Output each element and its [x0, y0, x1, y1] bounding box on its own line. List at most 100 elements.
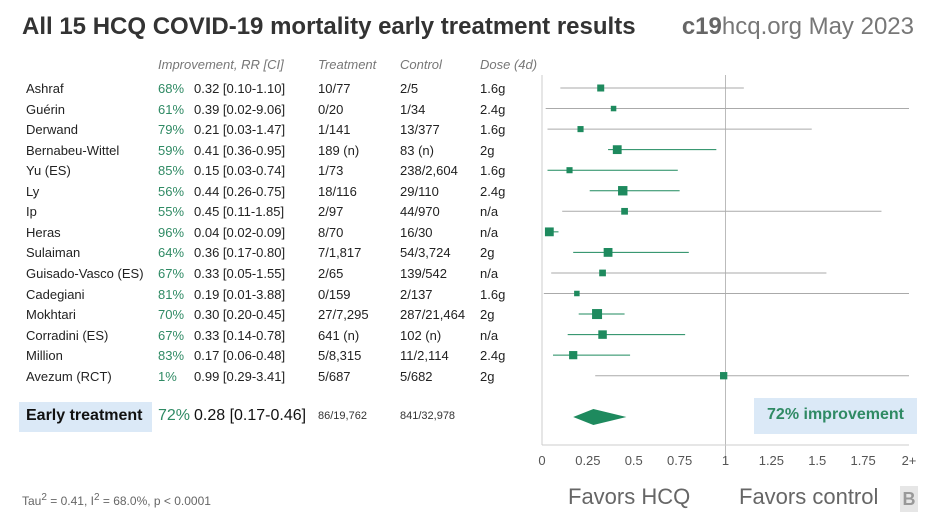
study-dose: n/a [480, 327, 499, 343]
favors-hcq-label: Favors HCQ [568, 484, 691, 509]
tick-label: 0 [538, 453, 545, 468]
logo-icon: B [900, 486, 918, 512]
column-header-dose: Dose (4d) [480, 57, 538, 72]
improvement-badge: 72% improvement [767, 406, 904, 423]
study-rr-ci: 0.19 [0.01-3.88] [194, 286, 286, 302]
study-improvement: 55% [158, 204, 185, 220]
tick-label: 1.5 [808, 453, 826, 468]
summary-improvement: 72% [158, 407, 191, 424]
study-dose: 2.4g [480, 101, 506, 117]
study-treatment: 2/65 [318, 265, 344, 281]
study-rr-ci: 0.33 [0.14-0.78] [194, 327, 286, 343]
summary-label: Early treatment [26, 407, 143, 424]
effect-marker [720, 372, 728, 380]
study-control: 2/5 [400, 81, 419, 96]
study-name: Yu (ES) [26, 163, 71, 179]
study-dose: n/a [480, 224, 499, 240]
summary-label-box [19, 402, 152, 432]
i-value: = 68.0%, p < 0.0001 [99, 494, 211, 508]
study-treatment: 5/8,315 [318, 348, 362, 364]
study-rr-ci: 0.21 [0.03-1.47] [194, 122, 286, 138]
effect-marker [598, 330, 607, 339]
i-sup: 2 [93, 492, 100, 503]
study-name: Mokhtari [26, 307, 76, 323]
study-name: Heras [26, 224, 61, 240]
study-improvement: 59% [158, 142, 185, 158]
study-rr-ci: 0.36 [0.17-0.80] [194, 245, 286, 261]
column-header-control: Control [400, 57, 442, 72]
study-dose: 2.4g [480, 348, 506, 364]
study-name: Avezum (RCT) [26, 368, 112, 384]
study-control: 13/377 [400, 122, 440, 138]
effect-marker [603, 248, 613, 257]
study-control: 2/137 [400, 286, 433, 302]
study-name: Million [26, 348, 63, 364]
study-dose: 1.6g [480, 81, 506, 96]
study-control: 11/2,114 [400, 348, 449, 364]
study-control: 83 (n) [400, 142, 434, 158]
site-label: c19hcq.org May 2023 [682, 13, 914, 41]
summary-control: 841/32,978 [400, 410, 456, 422]
study-treatment: 1/73 [318, 163, 344, 179]
study-dose: n/a [480, 265, 499, 281]
study-name: Derwand [26, 122, 79, 138]
study-improvement: 70% [158, 307, 185, 323]
study-treatment: 2/97 [318, 204, 344, 220]
study-name: Sulaiman [26, 245, 81, 261]
tau-sup: 2 [41, 492, 47, 503]
site-bold: c19 [681, 13, 722, 40]
study-improvement: 1% [158, 368, 177, 384]
study-name: Ashraf [26, 81, 64, 96]
study-rr-ci: 0.17 [0.06-0.48] [194, 348, 286, 364]
study-rr-ci: 0.30 [0.20-0.45] [194, 307, 286, 323]
effect-marker [621, 207, 628, 215]
chart-title: All 15 HCQ COVID-19 mortality early trea… [22, 13, 636, 40]
summary-rr-ci: 0.28 [0.17-0.46] [194, 407, 307, 424]
study-rr-ci: 0.45 [0.11-1.85] [194, 204, 285, 220]
effect-marker [544, 227, 554, 237]
heterogeneity-stats: Tau2 = 0.41, I2 = 68.0%, p < 0.0001 [22, 492, 211, 508]
column-header-treatment: Treatment [318, 57, 377, 72]
study-improvement: 68% [158, 81, 185, 96]
study-improvement: 67% [158, 327, 185, 343]
column-header-improvement: Improvement, RR [CI] [158, 57, 284, 72]
study-dose: n/a [480, 204, 499, 220]
study-treatment: 7/1,817 [318, 245, 362, 261]
tick-label: 1.25 [759, 453, 784, 468]
tau-prefix: Tau [22, 494, 42, 508]
improvement-badge-box [754, 398, 917, 434]
study-improvement: 79% [158, 122, 185, 138]
study-control: 44/970 [400, 204, 440, 220]
study-treatment: 10/77 [318, 81, 351, 96]
effect-marker [566, 167, 573, 174]
tick-label: 0.25 [575, 453, 600, 468]
effect-marker [599, 269, 606, 277]
study-rr-ci: 0.15 [0.03-0.74] [194, 163, 286, 179]
favors-control-label: Favors control [739, 484, 879, 509]
study-control: 102 (n) [400, 327, 442, 343]
study-treatment: 18/116 [318, 183, 357, 199]
study-control: 5/682 [400, 368, 433, 384]
study-rr-ci: 0.39 [0.02-9.06] [194, 101, 286, 117]
effect-marker [612, 145, 622, 155]
study-dose: 2g [480, 368, 495, 384]
effect-marker [577, 126, 584, 133]
study-dose: 1.6g [480, 122, 506, 138]
study-improvement: 56% [158, 183, 185, 199]
effect-marker [597, 84, 605, 92]
study-dose: 2g [480, 245, 495, 261]
tick-label: 0.5 [625, 453, 643, 468]
effect-marker [610, 105, 617, 112]
study-name: Guisado-Vasco (ES) [26, 265, 144, 281]
study-improvement: 64% [158, 245, 185, 261]
effect-marker [618, 186, 628, 196]
study-improvement: 81% [158, 286, 185, 302]
study-name: Cadegiani [26, 286, 85, 302]
study-control: 54/3,724 [400, 245, 451, 261]
study-improvement: 67% [158, 265, 185, 281]
tick-label: 0.75 [667, 453, 692, 468]
study-treatment: 0/20 [318, 101, 344, 117]
study-treatment: 5/687 [318, 368, 351, 384]
summary-treatment: 86/19,762 [318, 410, 367, 422]
